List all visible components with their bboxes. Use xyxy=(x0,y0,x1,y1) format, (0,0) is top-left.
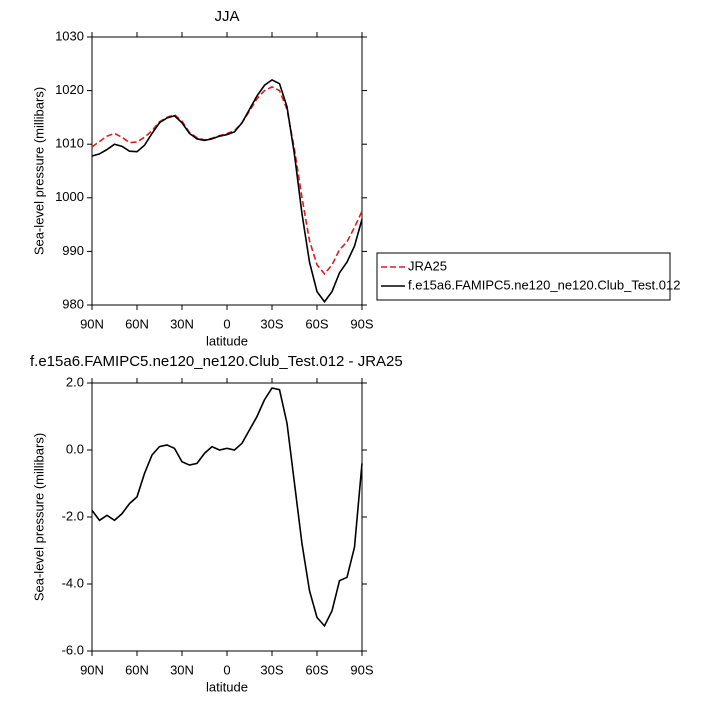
legend-label: JRA25 xyxy=(408,258,447,273)
y-tick-label: 1000 xyxy=(55,189,84,204)
data-line xyxy=(91,78,363,304)
x-tick-label: 90N xyxy=(80,662,104,677)
chart-title: f.e15a6.FAMIPC5.ne120_ne120.Club_Test.01… xyxy=(30,353,403,370)
x-tick-label: 60S xyxy=(305,662,328,677)
y-tick-label: 1030 xyxy=(55,28,84,43)
x-tick-label: 60N xyxy=(125,316,149,331)
legend-box xyxy=(376,252,671,301)
data-line xyxy=(91,85,363,276)
y-tick-label: 980 xyxy=(62,296,84,311)
x-tick-label: 90N xyxy=(80,316,104,331)
chart-title: JJA xyxy=(214,8,239,25)
y-tick-label: 1010 xyxy=(55,136,84,151)
x-tick-label: 0 xyxy=(223,662,230,677)
y-axis-label: Sea-level pressure (millibars) xyxy=(31,87,46,255)
y-tick-label: 1020 xyxy=(55,82,84,97)
data-line xyxy=(91,387,363,628)
y-axis-label: Sea-level pressure (millibars) xyxy=(31,433,46,601)
x-tick-label: 90S xyxy=(350,316,373,331)
x-axis-label: latitude xyxy=(206,679,248,694)
y-tick-label: -6.0 xyxy=(62,642,84,657)
x-tick-label: 30S xyxy=(260,316,283,331)
x-tick-label: 0 xyxy=(223,316,230,331)
legend-label: f.e15a6.FAMIPC5.ne120_ne120.Club_Test.01… xyxy=(408,277,680,292)
plot-frame xyxy=(91,36,363,306)
x-tick-label: 30N xyxy=(170,316,194,331)
y-tick-label: -4.0 xyxy=(62,575,84,590)
y-tick-label: 2.0 xyxy=(66,374,84,389)
y-tick-label: -2.0 xyxy=(62,508,84,523)
x-tick-label: 90S xyxy=(350,662,373,677)
plot-frame xyxy=(91,382,363,652)
x-tick-label: 30N xyxy=(170,662,194,677)
x-axis-label: latitude xyxy=(206,333,248,348)
y-tick-label: 990 xyxy=(62,243,84,258)
x-tick-label: 30S xyxy=(260,662,283,677)
y-tick-label: 0.0 xyxy=(66,441,84,456)
x-tick-label: 60N xyxy=(125,662,149,677)
x-tick-label: 60S xyxy=(305,316,328,331)
